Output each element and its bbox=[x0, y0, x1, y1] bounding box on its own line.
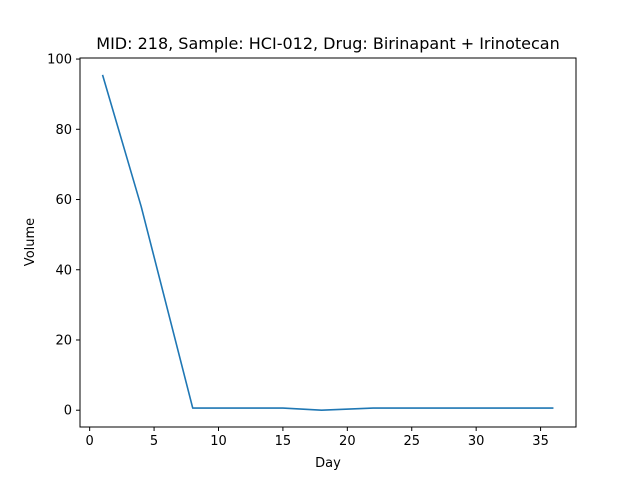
y-tick-label: 0 bbox=[64, 404, 72, 419]
x-tick-label: 35 bbox=[532, 434, 549, 449]
chart-title: MID: 218, Sample: HCI-012, Drug: Birinap… bbox=[96, 34, 559, 53]
y-tick-label: 60 bbox=[55, 193, 72, 208]
x-tick-label: 20 bbox=[339, 434, 356, 449]
x-tick-label: 5 bbox=[150, 434, 158, 449]
x-tick-label: 25 bbox=[403, 434, 420, 449]
x-tick-label: 0 bbox=[86, 434, 94, 449]
series-line-0 bbox=[101, 74, 554, 412]
y-tick-label: 100 bbox=[47, 53, 72, 68]
axes-frame bbox=[79, 57, 577, 428]
x-tick-label: 10 bbox=[210, 434, 227, 449]
y-axis-ticks: 0 20 40 60 80 100 bbox=[47, 53, 80, 419]
series-layer bbox=[101, 74, 554, 412]
y-tick-label: 20 bbox=[55, 333, 72, 348]
x-axis-ticks: 0 5 10 15 20 25 30 35 bbox=[86, 427, 549, 449]
y-tick-label: 80 bbox=[55, 123, 72, 138]
x-axis-label: Day bbox=[315, 456, 341, 471]
y-tick-label: 40 bbox=[55, 263, 72, 278]
x-tick-label: 15 bbox=[275, 434, 292, 449]
y-axis-label: Volume bbox=[23, 218, 38, 266]
x-tick-label: 30 bbox=[468, 434, 485, 449]
